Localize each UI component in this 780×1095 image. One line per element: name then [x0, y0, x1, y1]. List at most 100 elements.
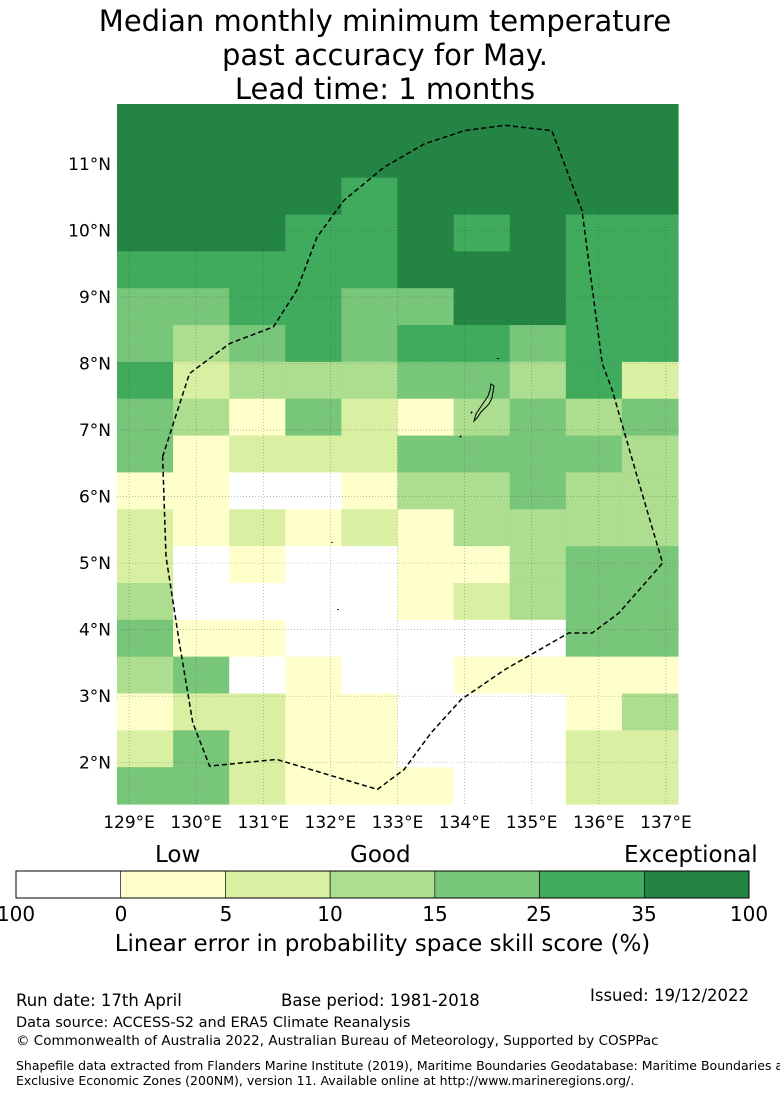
colorbar-segment	[225, 870, 331, 899]
issued-date: Issued: 19/12/2022	[590, 986, 750, 1005]
skill-cell	[397, 177, 455, 216]
colorbar-tick: 25	[526, 902, 552, 926]
skill-cell	[229, 140, 286, 179]
skill-cell	[285, 619, 342, 658]
skill-cell	[565, 398, 623, 437]
skill-cell	[397, 435, 455, 474]
skill-cell	[341, 619, 399, 658]
title-line-2: past accuracy for May.	[221, 38, 549, 72]
map-title: Median monthly minimum temperature past …	[0, 4, 770, 106]
lat-tick-label: 4°N	[79, 621, 111, 641]
lon-tick-label: 137°E	[640, 813, 692, 833]
skill-cell	[621, 214, 679, 252]
skill-cell	[173, 693, 230, 731]
lon-tick-label: 129°E	[103, 813, 155, 833]
skill-cell	[117, 251, 174, 289]
skill-cell	[117, 619, 174, 658]
skill-cell	[621, 361, 679, 400]
skill-cell	[621, 582, 679, 621]
skill-cell	[285, 325, 342, 363]
skill-cell	[397, 104, 455, 142]
skill-cell	[621, 693, 679, 731]
skill-cell	[565, 693, 623, 731]
skill-cell	[397, 656, 455, 695]
skill-cell	[117, 546, 174, 584]
skill-cell	[341, 546, 399, 584]
island-dot	[459, 435, 462, 438]
skill-cell	[117, 177, 174, 216]
skill-cell	[565, 251, 623, 289]
skill-cell	[397, 288, 455, 326]
skill-cell	[229, 435, 286, 474]
skill-cell	[509, 582, 567, 621]
skill-cell	[453, 325, 511, 363]
skill-cell	[341, 472, 399, 510]
skill-cell	[341, 509, 399, 547]
axis-labels: 129°E 130°E 131°E 132°E 133°E 134°E 135°E 136°E…	[68, 155, 692, 833]
skill-cell	[173, 435, 230, 474]
skill-cell	[621, 619, 679, 658]
skill-cell	[509, 693, 567, 731]
skill-cell	[621, 435, 679, 474]
colorbar-word-exceptional: Exceptional	[624, 842, 758, 868]
skill-cell	[453, 177, 511, 216]
lon-tick-label: 135°E	[506, 813, 558, 833]
skill-cell	[453, 361, 511, 400]
skill-cell	[565, 435, 623, 474]
skill-cell	[453, 251, 511, 289]
skill-cell	[453, 730, 511, 768]
title-line-1: Median monthly minimum temperature	[98, 4, 672, 38]
skill-cell	[117, 398, 174, 437]
skill-cell	[509, 619, 567, 658]
skill-cell	[117, 288, 174, 326]
skill-cell	[117, 214, 174, 252]
skill-cell	[453, 582, 511, 621]
skill-cell	[341, 582, 399, 621]
skill-cell	[229, 251, 286, 289]
skill-cell	[565, 582, 623, 621]
skill-cell	[397, 693, 455, 731]
skill-cell	[565, 177, 623, 216]
skill-cell	[509, 177, 567, 216]
skill-cell	[173, 104, 230, 142]
lat-tick-label: 6°N	[79, 488, 111, 508]
skill-cell	[397, 140, 455, 179]
skill-cell	[397, 582, 455, 621]
skill-cell	[565, 472, 623, 510]
skill-cell	[173, 472, 230, 510]
skill-cell	[117, 656, 174, 695]
skill-cell	[285, 693, 342, 731]
skill-cell	[117, 435, 174, 474]
skill-cell	[117, 140, 174, 179]
skill-cell	[341, 398, 399, 437]
lon-tick-label: 136°E	[573, 813, 625, 833]
skill-cell	[173, 619, 230, 658]
skill-cell	[117, 767, 174, 805]
lon-tick-label: 130°E	[170, 813, 222, 833]
skill-cell	[397, 251, 455, 289]
colorbar-tick: 10	[317, 902, 343, 926]
lat-tick-label: 2°N	[79, 754, 111, 774]
skill-cell	[229, 325, 286, 363]
lat-tick-label: 11°N	[68, 155, 111, 175]
colorbar-segment	[120, 870, 226, 899]
skill-cell	[341, 435, 399, 474]
skill-cell	[229, 693, 286, 731]
colorbar-tick: 100	[729, 902, 769, 926]
skill-cell	[565, 361, 623, 400]
skill-cell	[565, 656, 623, 695]
skill-cell	[509, 730, 567, 768]
skill-cell	[285, 509, 342, 547]
skill-cell	[285, 288, 342, 326]
skill-cell	[285, 361, 342, 400]
skill-cell	[173, 509, 230, 547]
skill-cell	[117, 361, 174, 400]
skill-cell	[509, 325, 567, 363]
skill-cell	[229, 509, 286, 547]
lat-tick-label: 5°N	[79, 554, 111, 574]
skill-cell	[621, 509, 679, 547]
skill-cell	[453, 472, 511, 510]
skill-cell	[341, 288, 399, 326]
skill-cell	[173, 361, 230, 400]
